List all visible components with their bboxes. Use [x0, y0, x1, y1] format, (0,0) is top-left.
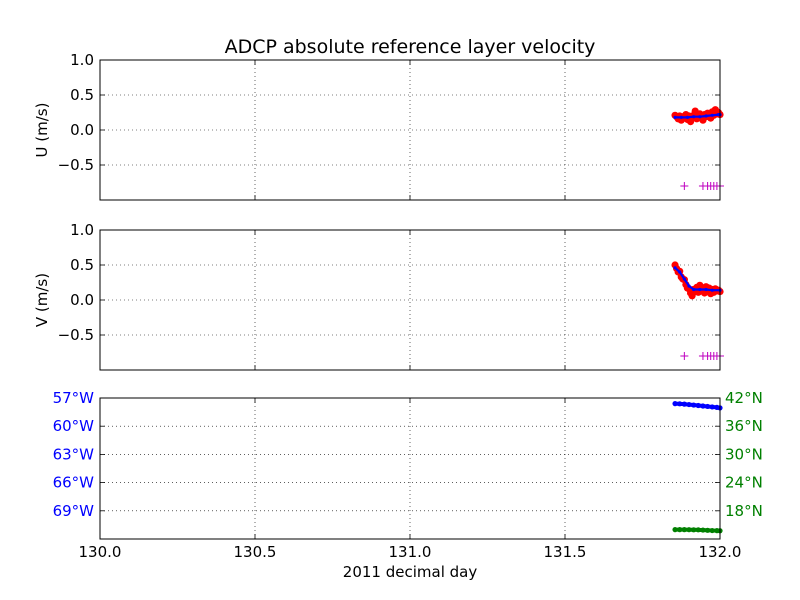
position-panel-latitude-point — [677, 527, 683, 533]
position-panel-latitude-point — [705, 527, 711, 533]
u-panel-smoothed-point — [685, 115, 690, 119]
position-panel-longitude-tick-label: 66°W — [53, 474, 95, 492]
position-panel-longitude-tick-label: 60°W — [53, 417, 95, 435]
position-panel-longitude-point — [686, 401, 692, 408]
v-panel-smoothed-point — [692, 287, 696, 292]
u-panel-y-tick-label: 0.5 — [70, 86, 94, 104]
position-panel-latitude-tick-label: 30°N — [725, 445, 763, 463]
position-panel-latitude-point — [695, 527, 701, 533]
v-panel-smoothed-point — [678, 270, 682, 274]
position-panel-longitude-point — [672, 401, 678, 407]
u-panel-y-tick-label: 0.0 — [70, 121, 94, 139]
position-panel-latitude-point — [709, 527, 715, 534]
position-panel-longitude-tick-label: 69°W — [53, 502, 95, 520]
v-velocity-panel: 1.0 0.5 0.0 −0.5 V (m/s) — [33, 221, 724, 371]
u-panel-smoothed-point — [698, 115, 702, 119]
position-panel-longitude-point — [700, 403, 706, 409]
position-panel-latitude-point — [691, 527, 697, 533]
u-panel-smoothed-point — [673, 115, 677, 119]
v-panel-y-tick-label: −0.5 — [58, 326, 94, 344]
v-panel-y-tick-label: 0.5 — [70, 256, 94, 274]
position-panel-latitude-tick-label: 18°N — [725, 502, 763, 520]
position-panel-longitude-point — [709, 404, 715, 410]
position-panel-longitude-point — [677, 401, 683, 407]
v-panel-flag-marker — [680, 352, 689, 360]
v-panel-y-axis-label: V (m/s) — [33, 273, 51, 327]
position-panel-latitude-tick-label: 42°N — [725, 389, 763, 407]
position-panel-longitude-tick-label: 63°W — [53, 445, 95, 463]
position-panel-latitude-point — [681, 527, 687, 533]
v-panel-smoothed-point — [687, 284, 691, 288]
x-axis-label: 2011 decimal day — [343, 563, 478, 581]
v-panel-y-tick-label: 0.0 — [70, 291, 94, 309]
v-panel-smoothed-point — [673, 266, 677, 270]
position-panel-longitude-point — [705, 403, 711, 410]
position-panel-frame — [99, 397, 721, 540]
chart-title: ADCP absolute reference layer velocity — [225, 36, 596, 58]
u-panel-smoothed-point — [679, 115, 683, 119]
position-panel-latitude-tick-label: 24°N — [725, 474, 763, 492]
u-panel-flag-marker — [680, 182, 689, 190]
u-panel-smoothed-point — [704, 114, 708, 118]
u-panel-frame — [99, 59, 721, 201]
position-panel-longitude-point — [695, 402, 701, 409]
position-panel-x-tick-label: 130.0 — [79, 543, 122, 561]
position-panel-x-tick-label: 132.0 — [699, 543, 742, 561]
position-panel-latitude-point — [672, 527, 678, 533]
v-panel-smoothed-point — [704, 287, 708, 292]
position-panel: 130.0 130.5 131.0 131.5 132.0 57°W 60°W 63°W 66°… — [53, 389, 763, 561]
position-panel-x-tick-label: 130.5 — [234, 543, 277, 561]
position-panel-latitude-point — [686, 527, 692, 533]
v-panel-frame — [99, 229, 721, 371]
u-panel-y-tick-label: −0.5 — [58, 156, 94, 174]
position-panel-longitude-point — [681, 401, 687, 407]
u-panel-y-axis-label: U (m/s) — [33, 103, 51, 158]
v-panel-smoothed-point — [710, 288, 714, 292]
position-panel-longitude-point — [691, 402, 697, 408]
position-panel-x-tick-label: 131.5 — [544, 543, 587, 561]
position-panel-longitude-tick-label: 57°W — [53, 389, 95, 407]
v-panel-smoothed-point — [698, 287, 702, 292]
u-panel-y-tick-label: 1.0 — [70, 51, 94, 69]
u-panel-smoothed-point — [692, 115, 696, 119]
u-panel-smoothed-point — [710, 113, 714, 117]
u-velocity-panel: 1.0 0.5 0.0 −0.5 U (m/s) — [33, 51, 724, 201]
position-panel-latitude-tick-label: 36°N — [725, 417, 763, 435]
v-panel-y-tick-label: 1.0 — [70, 221, 94, 239]
position-panel-x-tick-label: 131.0 — [389, 543, 432, 561]
v-panel-smoothed-point — [682, 277, 686, 281]
position-panel-latitude-point — [700, 527, 706, 533]
